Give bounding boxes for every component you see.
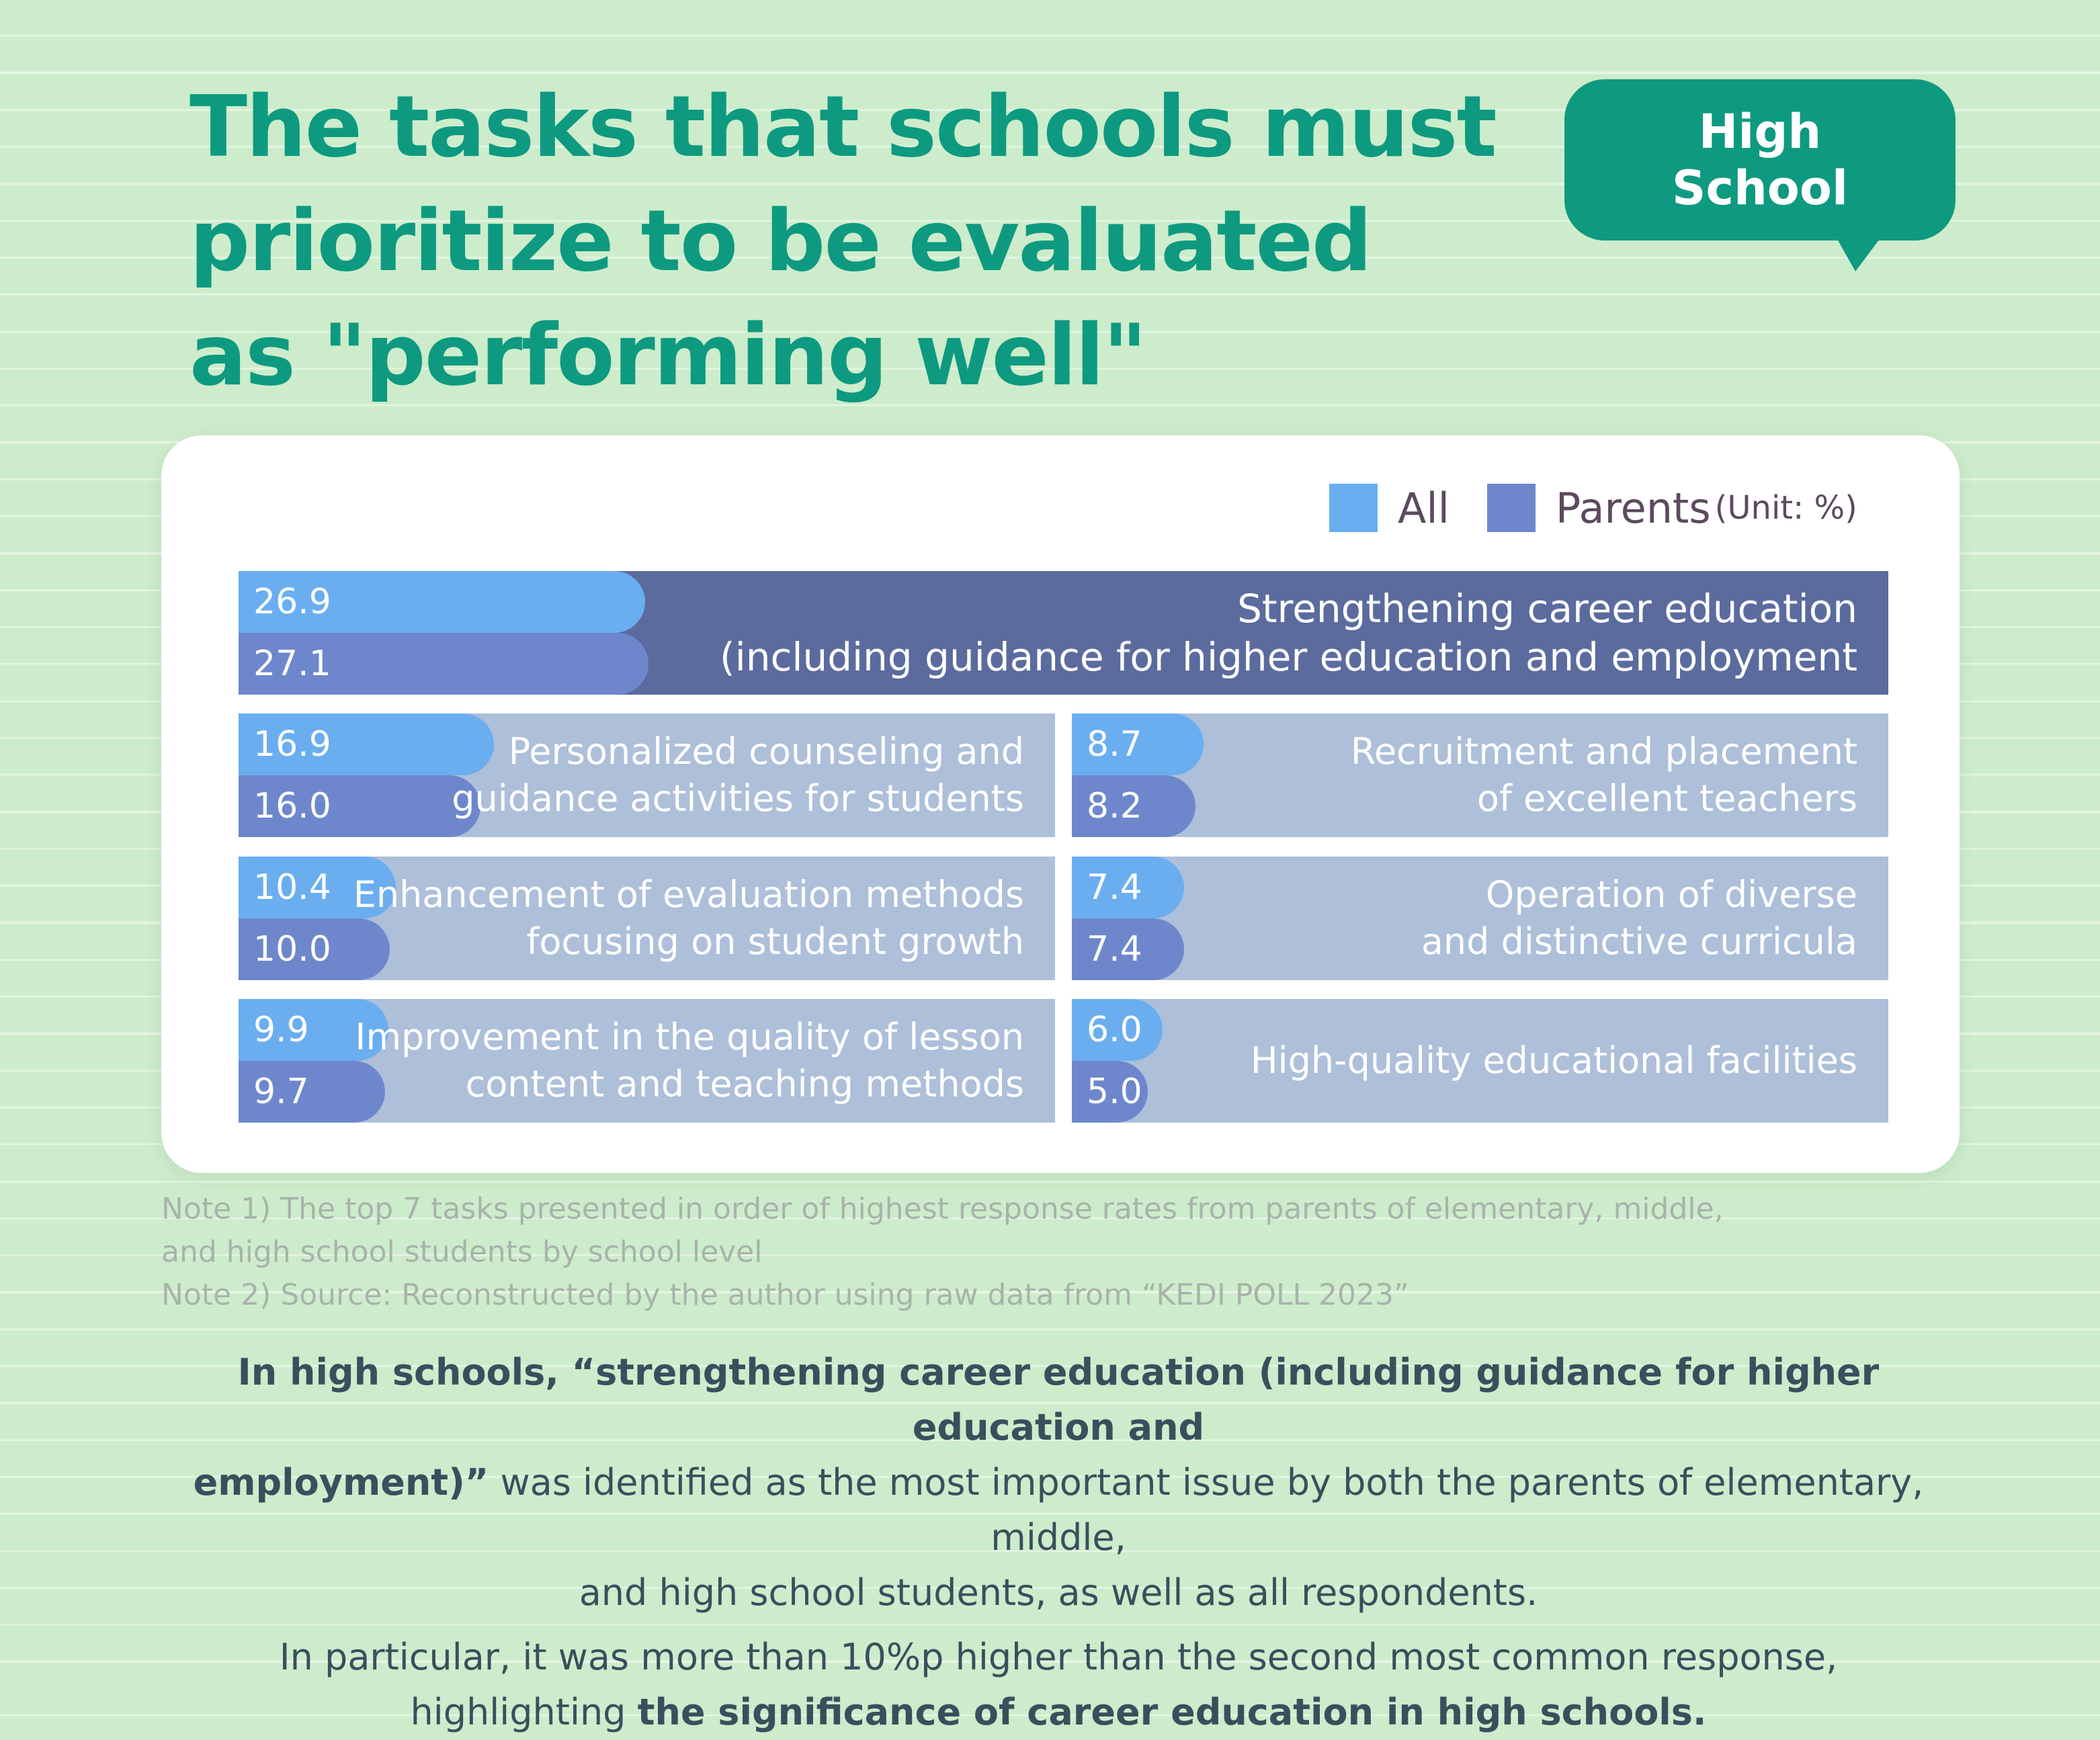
note-line: Note 2) Source: Reconstructed by the aut… (161, 1278, 1409, 1312)
value-label-parents: 5.0 (1087, 1072, 1142, 1112)
category-label: Strengthening career education (including… (339, 571, 1857, 695)
category-panel: 9.9 9.7 Improvement in the quality of less… (239, 999, 1055, 1123)
title-line: The tasks that schools must (190, 77, 1497, 176)
value-label-parents: 16.0 (253, 786, 331, 826)
category-label-line: of excellent teachers (1476, 777, 1857, 820)
badge-tail (1831, 228, 1888, 271)
bar-all (239, 713, 494, 775)
title-line: prioritize to be evaluated (190, 191, 1372, 290)
category-panel: 7.4 7.4 Operation of diverse and distinctiv… (1072, 857, 1888, 980)
legend-label-parents: Parents (1555, 483, 1711, 533)
category-label-line: (including guidance for higher education… (719, 634, 1857, 680)
title-line: as "performing well" (190, 306, 1147, 404)
summary-paragraph-2: In particular, it was more than 10%p hig… (134, 1630, 1982, 1740)
value-label-parents: 10.0 (253, 929, 331, 969)
bar-all (1072, 713, 1204, 775)
value-label-parents: 9.7 (253, 1072, 309, 1112)
category-label: Operation of diverse and distinctive curr… (1106, 857, 1857, 980)
category-label-line: Operation of diverse (1485, 873, 1857, 916)
summary-bold: In high schools, “strengthening career e… (237, 1351, 1880, 1448)
bar-all (1072, 857, 1184, 918)
summary-text-span: In particular, it was more than 10%p hig… (279, 1636, 1838, 1678)
bar-parents (1072, 775, 1195, 837)
summary-text: In high schools, “strengthening career e… (134, 1345, 1982, 1740)
legend-swatch-parents (1486, 484, 1536, 532)
bar-parents (239, 633, 648, 695)
bar-all (1072, 999, 1163, 1061)
category-label-line: focusing on student growth (526, 920, 1024, 963)
category-panel: 6.0 5.0 High-quality educational facilitie… (1072, 999, 1888, 1123)
category-panel: 26.9 27.1 Strengthening career education (i… (239, 571, 1888, 695)
legend-label-all: All (1398, 483, 1450, 533)
category-label: Personalized counseling and guidance acti… (273, 713, 1024, 837)
category-label: High-quality educational facilities (1106, 999, 1857, 1123)
chart-notes: Note 1) The top 7 tasks presented in ord… (161, 1188, 1942, 1317)
category-label-line: and distinctive curricula (1421, 920, 1857, 963)
value-label-all: 26.9 (253, 582, 331, 622)
category-label: Enhancement of evaluation methods focusin… (273, 857, 1024, 980)
badge-line: High (1698, 104, 1822, 159)
category-label-line: Recruitment and placement (1350, 730, 1857, 773)
category-label: Recruitment and placement of excellent te… (1106, 713, 1857, 837)
unit-note: (Unit: %) (1714, 489, 1857, 527)
note-line: Note 1) The top 7 tasks presented in ord… (161, 1192, 1724, 1226)
bar-all (239, 857, 396, 918)
value-label-all: 6.0 (1087, 1010, 1142, 1050)
bar-all (239, 999, 388, 1061)
category-label-line: Strengthening career education (1237, 586, 1857, 632)
value-label-parents: 27.1 (253, 644, 331, 684)
summary-text-span: and high school students, as well as all… (579, 1571, 1538, 1614)
badge-line: School (1672, 161, 1848, 216)
value-label-all: 8.7 (1087, 724, 1142, 765)
category-label-line: content and teaching methods (465, 1063, 1024, 1105)
value-label-all: 10.4 (253, 867, 331, 908)
summary-bold: employment)” (193, 1461, 489, 1504)
chart-legend: All Parents (Unit: %) (1329, 481, 1857, 535)
value-label-parents: 7.4 (1087, 929, 1142, 969)
bar-parents (239, 918, 390, 980)
summary-bold: the significance of career education in … (637, 1691, 1707, 1733)
category-panel: 8.7 8.2 Recruitment and placement of excell… (1072, 713, 1888, 837)
category-label-line: High-quality educational facilities (1250, 1039, 1857, 1082)
category-panel: 16.9 16.0 Personalized counseling and guida… (239, 713, 1055, 837)
category-label-line: Personalized counseling and (508, 730, 1024, 773)
bar-parents (239, 1061, 385, 1123)
page-title: The tasks that schools must prioritize t… (190, 70, 1500, 412)
category-label-line: Enhancement of evaluation methods (353, 873, 1024, 916)
value-label-all: 7.4 (1087, 867, 1142, 908)
bar-parents (1072, 918, 1184, 980)
category-label: Improvement in the quality of lesson cont… (273, 999, 1024, 1123)
bar-parents (239, 775, 480, 837)
summary-text-span: was identified as the most important iss… (489, 1461, 1924, 1559)
value-label-parents: 8.2 (1087, 786, 1142, 826)
note-line: and high school students by school level (161, 1235, 763, 1269)
category-panel: 10.4 10.0 Enhancement of evaluation method… (239, 857, 1055, 980)
school-level-badge: High School (1564, 79, 1956, 241)
bar-all (239, 571, 645, 633)
bar-parents (1072, 1061, 1148, 1123)
value-label-all: 9.9 (253, 1010, 309, 1050)
value-label-all: 16.9 (253, 724, 331, 765)
summary-text-span: highlighting (410, 1691, 638, 1733)
legend-swatch-all (1329, 484, 1378, 532)
category-label-line: Improvement in the quality of lesson (355, 1016, 1024, 1058)
summary-paragraph-1: In high schools, “strengthening career e… (134, 1345, 1982, 1620)
category-label-line: guidance activities for students (452, 777, 1024, 820)
